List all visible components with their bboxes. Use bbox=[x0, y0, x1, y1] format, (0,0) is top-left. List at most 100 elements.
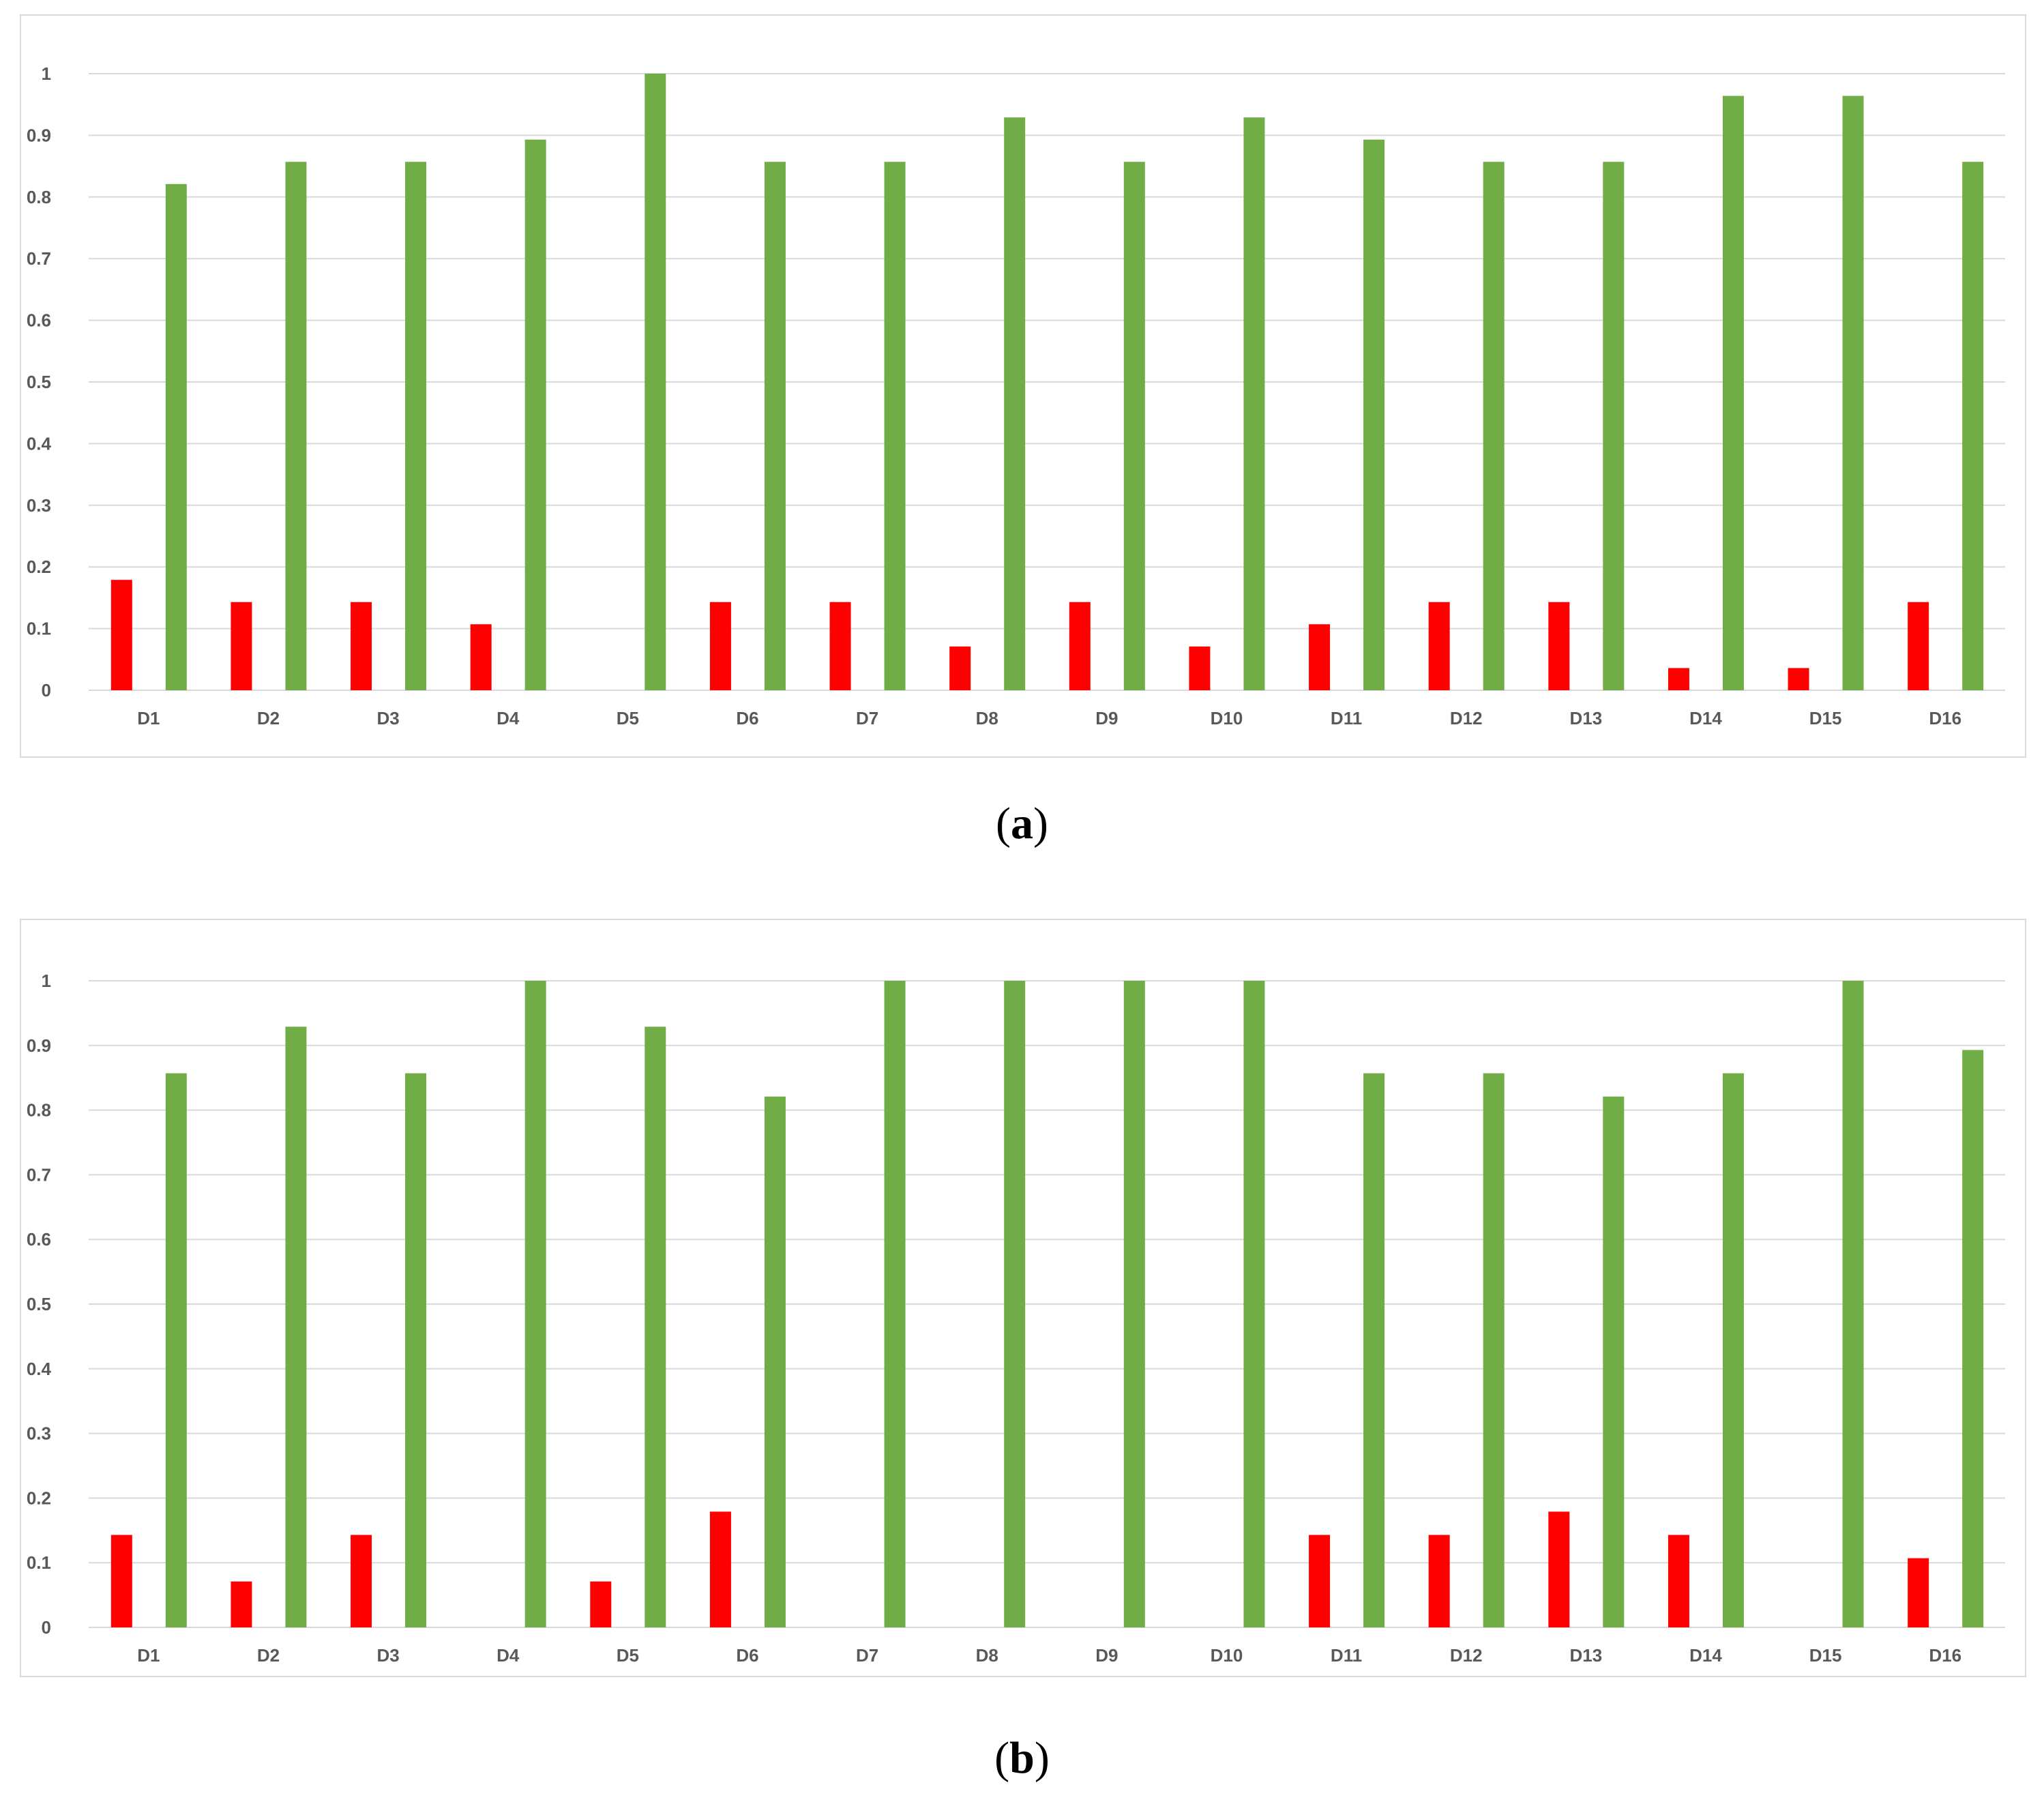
x-tick-label: D6 bbox=[736, 708, 758, 728]
bar-series2-D8 bbox=[1004, 117, 1026, 690]
bar-series1-D12 bbox=[1428, 602, 1450, 690]
caption-a-letter: a bbox=[1011, 799, 1033, 848]
bar-series2-D7 bbox=[884, 162, 906, 691]
bar-series1-D3 bbox=[351, 602, 372, 690]
bar-series1-D8 bbox=[949, 646, 971, 690]
y-tick-label: 1 bbox=[42, 971, 51, 991]
y-tick-label: 0.7 bbox=[27, 248, 51, 269]
y-tick-label: 0 bbox=[42, 680, 51, 700]
bar-series1-D12 bbox=[1428, 1535, 1450, 1627]
y-tick-label: 0 bbox=[42, 1617, 51, 1638]
y-tick-label: 0.2 bbox=[27, 1488, 51, 1508]
bar-series1-D11 bbox=[1309, 624, 1331, 690]
y-tick-label: 0.9 bbox=[27, 1035, 51, 1056]
bar-series2-D12 bbox=[1483, 162, 1505, 691]
x-tick-label: D4 bbox=[497, 1645, 520, 1666]
bar-series1-D14 bbox=[1668, 1535, 1689, 1627]
bar-series2-D8 bbox=[1004, 981, 1026, 1627]
bar-series1-D13 bbox=[1548, 1511, 1570, 1627]
bar-series2-D10 bbox=[1243, 117, 1265, 690]
x-tick-label: D9 bbox=[1095, 708, 1118, 728]
bar-series1-D1 bbox=[110, 1535, 132, 1627]
bar-series1-D16 bbox=[1908, 1558, 1929, 1627]
x-tick-label: D15 bbox=[1809, 1645, 1842, 1666]
x-tick-label: D12 bbox=[1450, 708, 1483, 728]
caption-a: (a) bbox=[996, 799, 1048, 848]
x-tick-label: D7 bbox=[856, 708, 878, 728]
x-tick-label: D8 bbox=[976, 1645, 998, 1666]
bar-series1-D14 bbox=[1668, 668, 1689, 690]
chart-panel-a: 0 0.1 0.2 0.3 0.4 0.5 0.6 0.7 0.8 0.9 1 D1 D2 D3 D4 D5 D… bbox=[0, 0, 2044, 880]
bar-series2-D14 bbox=[1722, 95, 1744, 690]
bar-chart-a: 0 0.1 0.2 0.3 0.4 0.5 0.6 0.7 0.8 0.9 1 D1 D2 D3 D4 D5 D… bbox=[20, 14, 2026, 758]
x-tick-label: D8 bbox=[976, 708, 998, 728]
y-tick-label: 0.2 bbox=[27, 557, 51, 577]
y-tick-label: 0.1 bbox=[27, 619, 51, 639]
bar-series2-D14 bbox=[1722, 1073, 1744, 1627]
bar-series1-D1 bbox=[110, 580, 132, 690]
bar-series2-D16 bbox=[1962, 1050, 1984, 1627]
bar-series2-D5 bbox=[645, 1026, 666, 1627]
bar-series1-D2 bbox=[231, 1581, 252, 1627]
x-tick-label: D1 bbox=[137, 1645, 160, 1666]
bar-series1-D9 bbox=[1069, 602, 1091, 690]
bar-series1-D2 bbox=[231, 602, 252, 690]
bar-series2-D1 bbox=[165, 183, 187, 690]
y-tick-label: 0.4 bbox=[27, 433, 52, 454]
bar-series1-D6 bbox=[709, 602, 731, 690]
bar-series2-D6 bbox=[764, 162, 786, 691]
bar-series2-D2 bbox=[285, 162, 307, 691]
x-tick-label: D5 bbox=[617, 708, 639, 728]
x-tick-label: D10 bbox=[1211, 1645, 1243, 1666]
x-tick-label: D2 bbox=[257, 708, 280, 728]
chart-frame bbox=[20, 919, 2026, 1677]
bar-series2-D4 bbox=[524, 139, 546, 690]
bar-series2-D9 bbox=[1123, 981, 1145, 1627]
bar-series1-D16 bbox=[1908, 602, 1929, 690]
x-tick-label: D2 bbox=[257, 1645, 280, 1666]
y-tick-label: 1 bbox=[42, 63, 51, 84]
y-tick-label: 0.8 bbox=[27, 1100, 51, 1121]
x-tick-label: D12 bbox=[1450, 1645, 1483, 1666]
bar-series2-D3 bbox=[405, 1073, 427, 1627]
x-tick-label: D3 bbox=[376, 1645, 399, 1666]
y-tick-label: 0.6 bbox=[27, 310, 51, 331]
bar-series1-D7 bbox=[829, 602, 851, 690]
bar-series2-D6 bbox=[764, 1096, 786, 1627]
x-tick-label: D13 bbox=[1569, 1645, 1602, 1666]
bar-series2-D7 bbox=[884, 981, 906, 1627]
y-tick-label: 0.1 bbox=[27, 1552, 51, 1573]
bar-series1-D10 bbox=[1189, 646, 1211, 690]
bar-series2-D13 bbox=[1603, 162, 1625, 691]
x-tick-label: D16 bbox=[1929, 1645, 1961, 1666]
bar-series1-D11 bbox=[1309, 1535, 1331, 1627]
y-tick-label: 0.4 bbox=[27, 1359, 52, 1379]
bar-series2-D10 bbox=[1243, 981, 1265, 1627]
x-tick-label: D6 bbox=[736, 1645, 758, 1666]
bar-series1-D3 bbox=[351, 1535, 372, 1627]
x-tick-label: D14 bbox=[1689, 1645, 1722, 1666]
bar-series2-D5 bbox=[645, 74, 666, 690]
chart-frame bbox=[20, 14, 2026, 758]
x-tick-label: D16 bbox=[1929, 708, 1961, 728]
bar-series2-D12 bbox=[1483, 1073, 1505, 1627]
bar-series1-D4 bbox=[470, 624, 492, 690]
bar-series1-D13 bbox=[1548, 602, 1570, 690]
bar-chart-b: 0 0.1 0.2 0.3 0.4 0.5 0.6 0.7 0.8 0.9 1 D1 D2 D3 D4 D5 D… bbox=[20, 919, 2026, 1677]
bar-series2-D13 bbox=[1603, 1096, 1625, 1627]
bar-series2-D11 bbox=[1363, 1073, 1385, 1627]
caption-b-letter: b bbox=[1009, 1733, 1035, 1783]
x-tick-label: D11 bbox=[1331, 1645, 1362, 1666]
x-tick-label: D15 bbox=[1809, 708, 1842, 728]
y-tick-label: 0.7 bbox=[27, 1164, 51, 1185]
bar-series2-D1 bbox=[165, 1073, 187, 1627]
x-tick-label: D11 bbox=[1331, 708, 1362, 728]
x-tick-label: D1 bbox=[137, 708, 160, 728]
x-tick-label: D9 bbox=[1095, 1645, 1118, 1666]
bar-series2-D15 bbox=[1842, 95, 1864, 690]
caption-b: (b) bbox=[994, 1733, 1050, 1783]
x-tick-label: D5 bbox=[617, 1645, 639, 1666]
x-tick-label: D7 bbox=[856, 1645, 878, 1666]
bar-series2-D2 bbox=[285, 1026, 307, 1627]
bar-series2-D9 bbox=[1123, 162, 1145, 691]
